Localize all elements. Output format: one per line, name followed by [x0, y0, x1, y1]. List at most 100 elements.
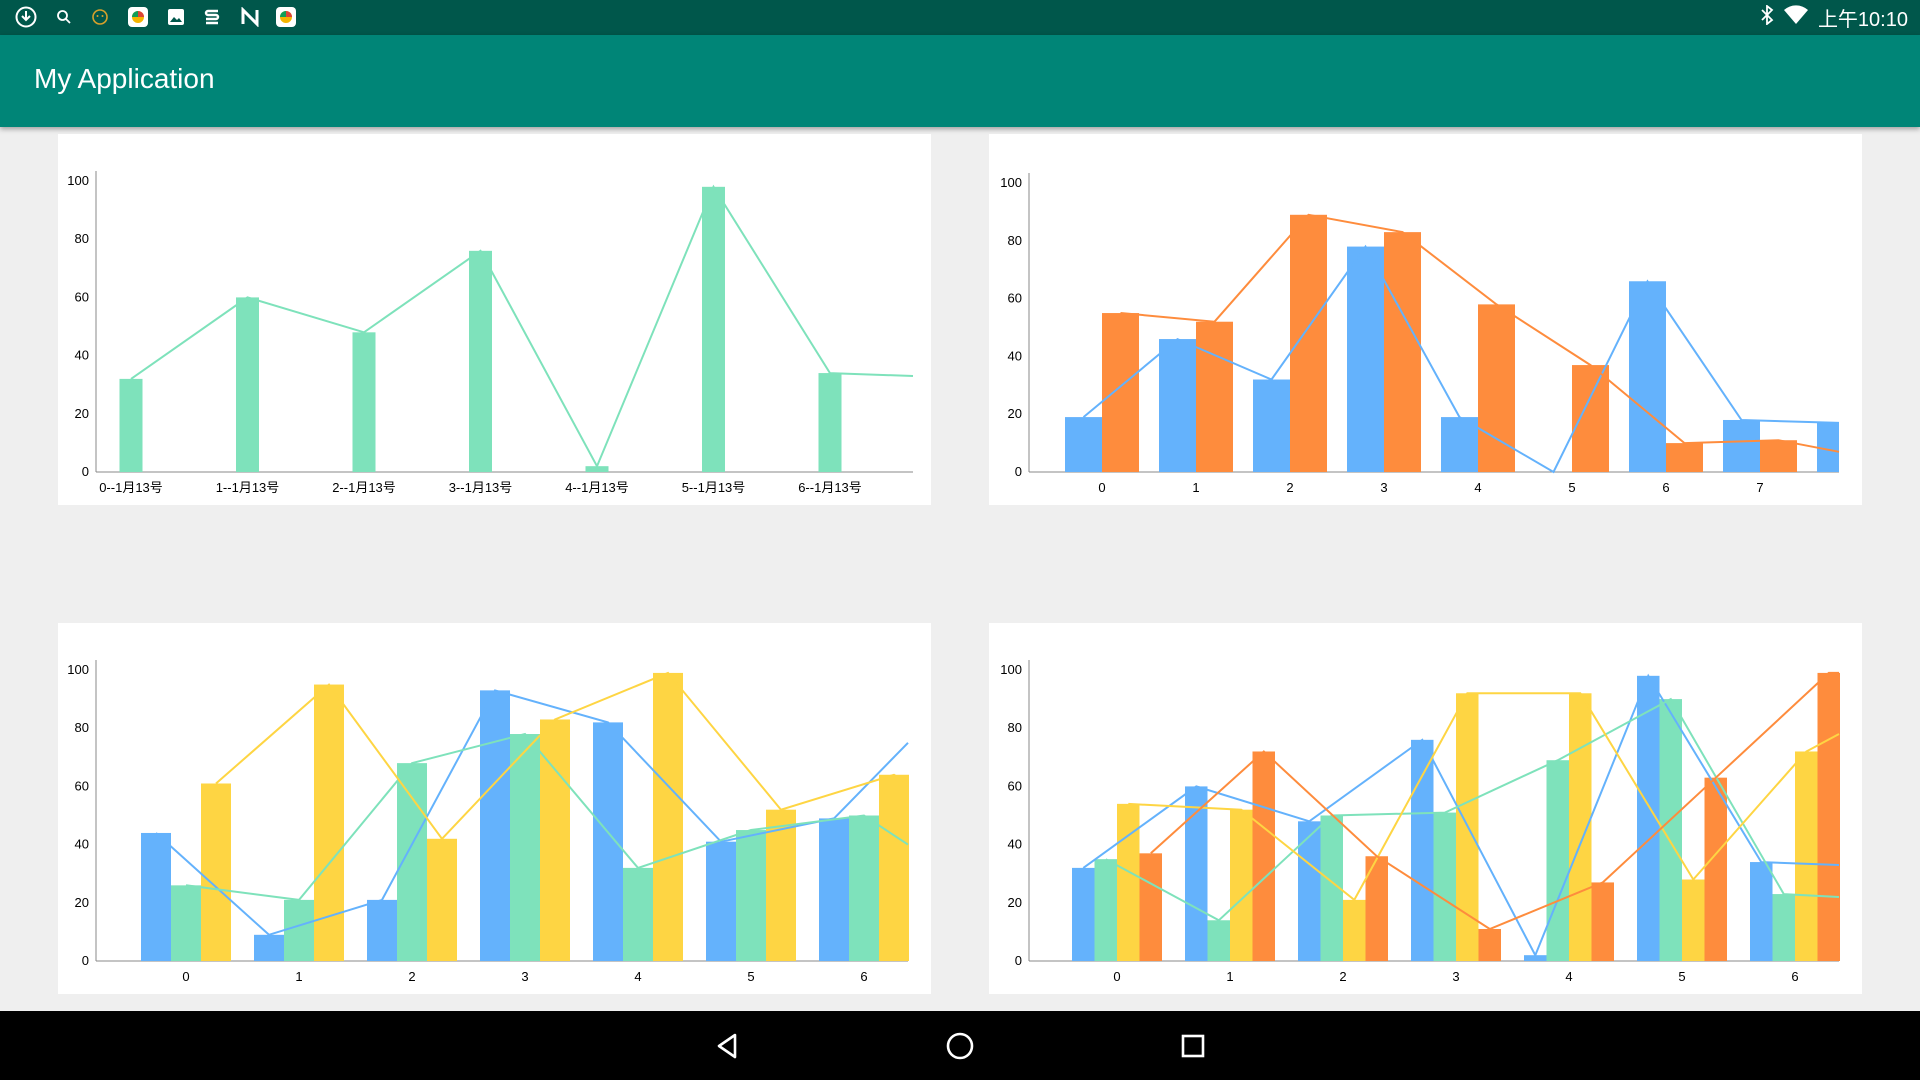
bar [1343, 899, 1366, 961]
chart-card-4: 0 20 40 60 80 100 0 1 2 3 4 5 6 [989, 623, 1862, 994]
bar [352, 332, 376, 472]
bar [1629, 281, 1666, 472]
bar [119, 378, 143, 472]
bar [1196, 321, 1233, 472]
bar [1290, 214, 1327, 472]
bar [1478, 928, 1501, 961]
wifi-icon [1783, 4, 1808, 31]
bar [1159, 339, 1196, 472]
bar [1065, 417, 1102, 472]
x-tick-label: 2 [1286, 480, 1293, 495]
bar [1117, 803, 1140, 961]
recents-icon[interactable] [1172, 1025, 1214, 1067]
bar [623, 867, 653, 961]
status-bar: 上午10:10 [0, 0, 1920, 35]
bar [1637, 675, 1660, 961]
chart-4: 0 20 40 60 80 100 0 1 2 3 4 5 6 [1000, 660, 1840, 984]
y-tick-label: 60 [1008, 778, 1022, 793]
series-line [1128, 692, 1840, 902]
face-icon [88, 5, 112, 29]
x-tick-label: 4 [1565, 969, 1572, 984]
bar [879, 774, 909, 961]
bar [1411, 739, 1434, 961]
bar [1320, 815, 1343, 961]
bar [1384, 232, 1421, 472]
x-tick-label: 0 [1113, 969, 1120, 984]
x-tick-label: 0 [182, 969, 189, 984]
bar [1795, 751, 1818, 961]
bar [1207, 920, 1230, 961]
bar [1659, 699, 1682, 961]
x-tick-label: 1 [1192, 480, 1199, 495]
search-icon [52, 5, 76, 29]
bar [1365, 856, 1388, 961]
bar [1772, 894, 1795, 961]
y-tick-label: 100 [1000, 662, 1022, 677]
app-bar: My Application [0, 35, 1920, 127]
bar [1298, 821, 1321, 961]
series-line [130, 184, 914, 469]
y-tick-label: 0 [82, 464, 89, 479]
x-tick-label: 6--1月13号 [798, 480, 862, 495]
s-icon [200, 5, 224, 29]
chart-card-2: 0 20 40 60 80 100 0 1 2 3 4 5 6 7 [989, 134, 1862, 505]
bluetooth-icon [1760, 3, 1774, 31]
bar [1433, 812, 1456, 961]
bar [469, 250, 492, 472]
y-tick-label: 20 [1008, 406, 1022, 421]
bar [1253, 379, 1290, 472]
series-line [185, 732, 909, 901]
y-tick-label: 40 [75, 837, 89, 852]
x-tick-label: 1 [1226, 969, 1233, 984]
bar [427, 838, 457, 961]
x-tick-label: 3 [1452, 969, 1459, 984]
chart-2: 0 20 40 60 80 100 0 1 2 3 4 5 6 7 [1000, 173, 1840, 495]
bar [171, 885, 201, 961]
image-icon [164, 5, 188, 29]
x-tick-label: 4 [634, 969, 641, 984]
y-tick-label: 20 [75, 406, 89, 421]
bar [766, 809, 796, 961]
chart-card-3: 0 20 40 60 80 100 0 1 2 3 4 5 6 [58, 623, 931, 994]
x-tick-label: 2--1月13号 [332, 480, 396, 495]
clock: 上午10:10 [1817, 9, 1908, 31]
home-icon[interactable] [939, 1025, 981, 1067]
series-line [1120, 213, 1840, 453]
series-line [1105, 697, 1840, 922]
app-title: My Application [34, 63, 215, 94]
bar [1139, 853, 1162, 961]
bar [1546, 760, 1569, 961]
bar [314, 684, 344, 961]
x-tick-label: 5 [747, 969, 754, 984]
back-icon[interactable] [706, 1025, 748, 1067]
y-tick-label: 60 [75, 289, 89, 304]
bar [1094, 859, 1117, 961]
x-tick-label: 0--1月13号 [99, 480, 163, 495]
bar [1817, 672, 1840, 961]
x-tick-label: 2 [1339, 969, 1346, 984]
bar [540, 719, 570, 961]
bar [736, 830, 766, 961]
bar [1591, 882, 1614, 961]
y-tick-label: 0 [1015, 953, 1022, 968]
x-tick-label: 3--1月13号 [449, 480, 513, 495]
x-tick-label: 6 [860, 969, 867, 984]
series-line [1150, 671, 1839, 931]
bar [1072, 867, 1095, 961]
x-tick-label: 3 [1380, 480, 1387, 495]
x-tick-label: 4 [1474, 480, 1481, 495]
y-tick-label: 100 [67, 173, 89, 188]
bar [818, 373, 842, 472]
bar [1723, 419, 1760, 472]
bar [1102, 313, 1139, 472]
bar [706, 841, 736, 961]
y-tick-label: 20 [1008, 895, 1022, 910]
y-tick-label: 40 [1008, 837, 1022, 852]
chart-card-1: 0 20 40 60 80 100 0--1月13号 1--1月13号 2--1月13号 3--1… [58, 134, 931, 505]
app-icon [274, 5, 298, 29]
x-tick-label: 1--1月13号 [216, 480, 280, 495]
bar [1478, 304, 1515, 472]
bar [1347, 246, 1384, 472]
bar [1572, 365, 1609, 472]
bar [585, 466, 609, 472]
